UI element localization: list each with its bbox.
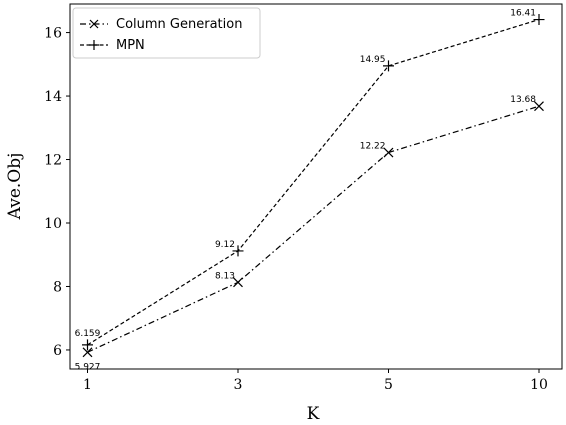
x-tick-label: 1 [83,377,92,393]
legend-label-column-generation: Column Generation [116,17,242,32]
x-tick-label: 5 [384,377,393,393]
data-label: 14.95 [360,55,386,65]
data-point [534,101,544,112]
data-point [533,14,545,26]
legend-marker-x [89,19,99,29]
y-tick-label: 16 [44,26,62,42]
y-axis-label: Ave.Obj [5,153,25,221]
y-tick-label: 10 [44,216,62,232]
legend-box [72,7,261,59]
legend: Column Generation MPN [72,7,261,59]
data-label: 9.12 [215,240,235,250]
legend-marker-plus [89,40,99,50]
axis-ticks: 1 3 5 10 6 8 10 12 14 16 [44,26,548,393]
series-line [87,105,540,353]
data-point [232,245,244,257]
data-label: 6.159 [75,329,101,339]
data-label: 8.13 [215,271,235,281]
y-tick-label: 8 [53,279,62,295]
x-tick-label: 3 [234,377,243,393]
data-label: 5.927 [75,362,101,372]
y-tick-label: 14 [44,89,62,105]
data-labels: 5.927 8.13 12.22 13.68 6.159 9.12 14.95 16.41 [75,9,537,373]
series-layer [82,14,545,358]
plot-frame [69,3,563,370]
data-point [383,60,394,72]
data-point [233,277,243,288]
data-label: 12.22 [360,142,386,152]
y-tick-label: 6 [53,343,62,359]
legend-label-mpn: MPN [116,38,145,53]
data-point [383,147,394,158]
y-tick-label: 12 [44,153,62,169]
x-tick-label: 10 [530,377,548,393]
data-point [82,347,93,358]
data-point [82,339,93,351]
data-label: 13.68 [510,95,536,105]
series-line [87,18,540,346]
x-axis-label: K [307,404,320,424]
data-label: 16.41 [510,9,536,19]
